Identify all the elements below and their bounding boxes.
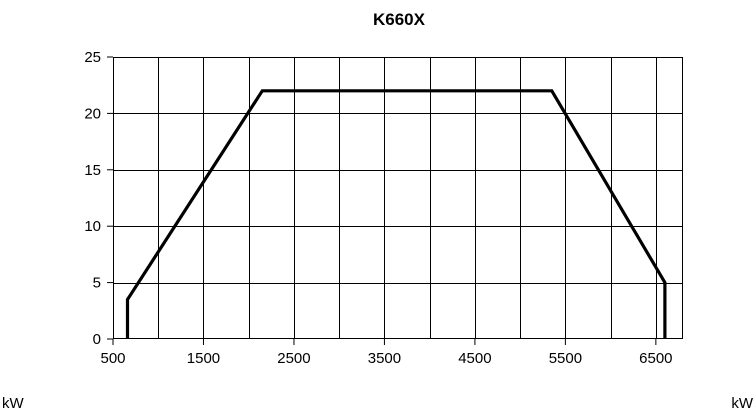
- plot-frame: [113, 57, 683, 339]
- x-tick-label: 3500: [368, 350, 401, 367]
- y-tick-label: 15: [84, 162, 101, 179]
- chart-title: K660X: [373, 10, 426, 29]
- y-tick-label: 10: [84, 218, 101, 235]
- series-layer: [125, 89, 667, 339]
- x-unit-left: kW: [2, 395, 25, 412]
- axis-layer: 500 1500 2500 3500 4500 5500 6500 0 5 10 15 20 25: [84, 49, 672, 367]
- x-unit-right: kW: [731, 395, 754, 412]
- x-tick-label: 4500: [458, 350, 491, 367]
- x-tick-label: 6500: [639, 350, 672, 367]
- x-tick-label: 1500: [187, 350, 220, 367]
- y-tick-label: 20: [84, 105, 101, 122]
- y-tick-label: 25: [84, 49, 101, 66]
- x-tick-label: 5500: [549, 350, 582, 367]
- y-tick-label: 0: [93, 331, 101, 348]
- operating-range-line: [125, 89, 667, 339]
- grid-layer: [113, 57, 683, 339]
- x-tick-label: 2500: [277, 350, 310, 367]
- x-tick-label: 500: [100, 350, 125, 367]
- y-tick-label: 5: [93, 275, 101, 292]
